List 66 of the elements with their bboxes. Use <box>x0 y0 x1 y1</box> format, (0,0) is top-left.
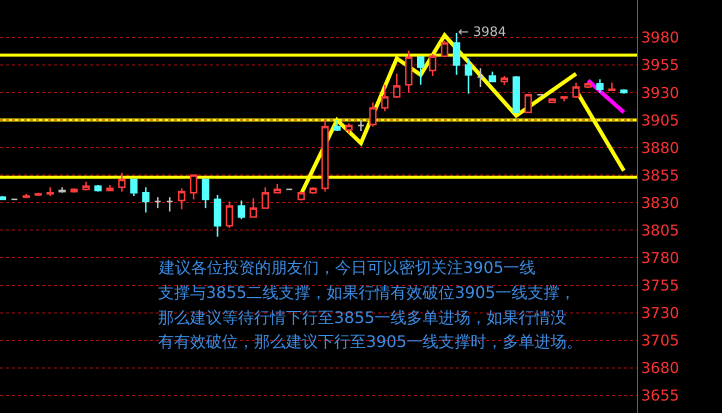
candlestick <box>584 82 592 89</box>
candlestick <box>440 40 448 58</box>
y-tick-label: 3980 <box>641 28 680 47</box>
candlestick <box>309 186 317 195</box>
y-tick-label: 3955 <box>641 56 680 74</box>
candlestick <box>297 190 305 202</box>
candlestick <box>500 75 508 86</box>
candlestick <box>250 197 258 218</box>
y-tick-label: 3905 <box>641 111 680 130</box>
y-tick-label: 3805 <box>641 221 680 240</box>
candlestick <box>381 84 389 112</box>
candlestick <box>238 200 246 220</box>
candlestick <box>202 178 210 209</box>
candlestick <box>524 94 532 114</box>
annotation: 那么建议等待行情下行至3855一线多单进场，如果行情没 <box>158 308 567 327</box>
candlestick <box>46 186 54 197</box>
y-tick-label: 3855 <box>641 166 680 184</box>
y-tick-label: 3655 <box>641 386 680 405</box>
candlestick <box>274 183 281 194</box>
candlestick <box>226 200 234 229</box>
candlestick <box>166 196 174 212</box>
y-tick-label: 3830 <box>641 194 680 212</box>
candlestick <box>82 180 90 192</box>
candlestick <box>357 119 365 132</box>
y-tick-label: 3680 <box>641 359 680 378</box>
y-tick-label: 3930 <box>641 84 680 102</box>
candlestick <box>608 82 616 92</box>
candlestick <box>488 70 496 82</box>
candlestick <box>417 55 424 86</box>
candlestick <box>369 102 377 128</box>
annotation: ← 3984 <box>458 25 506 40</box>
candlestick <box>345 122 353 134</box>
candlestick <box>428 53 436 77</box>
y-tick-label: 3880 <box>641 138 680 157</box>
candlestick <box>512 75 520 114</box>
candlestick <box>142 186 150 214</box>
candlestick <box>548 98 556 104</box>
candlestick <box>262 186 269 209</box>
candlestick <box>178 188 186 210</box>
candlestick <box>106 184 114 192</box>
candlestick <box>464 58 472 94</box>
annotation: 支撑与3855二线支撑，如果行情有效破位3905一线支撑， <box>158 283 576 302</box>
candlestick <box>333 119 341 132</box>
candlestick <box>321 119 329 192</box>
y-tick-label: 3705 <box>641 332 680 350</box>
candlestick <box>620 88 628 94</box>
candlestick <box>130 178 138 197</box>
candlestick <box>452 32 460 76</box>
candlestick <box>70 188 78 194</box>
y-tick-label: 3730 <box>641 304 680 322</box>
candlestick <box>118 172 126 192</box>
y-tick-label: 3755 <box>641 276 680 294</box>
candlestick <box>393 73 400 99</box>
candlestick <box>58 186 66 194</box>
candlestick <box>405 50 412 94</box>
candlestick <box>94 184 102 192</box>
candlestick <box>190 174 198 200</box>
candlestick <box>572 82 580 99</box>
annotation: 有有效破位，那么建议下行至3905一线支撑时，多单进场。 <box>158 332 583 351</box>
candlestick <box>596 78 604 94</box>
candlestick <box>560 96 568 102</box>
candlestick <box>476 68 484 88</box>
candlestick <box>154 196 162 209</box>
y-tick-label: 3780 <box>641 248 680 267</box>
candlestick <box>214 194 222 238</box>
annotation: 建议各位投资的朋友们，今日可以密切关注3905一线 <box>158 258 536 277</box>
